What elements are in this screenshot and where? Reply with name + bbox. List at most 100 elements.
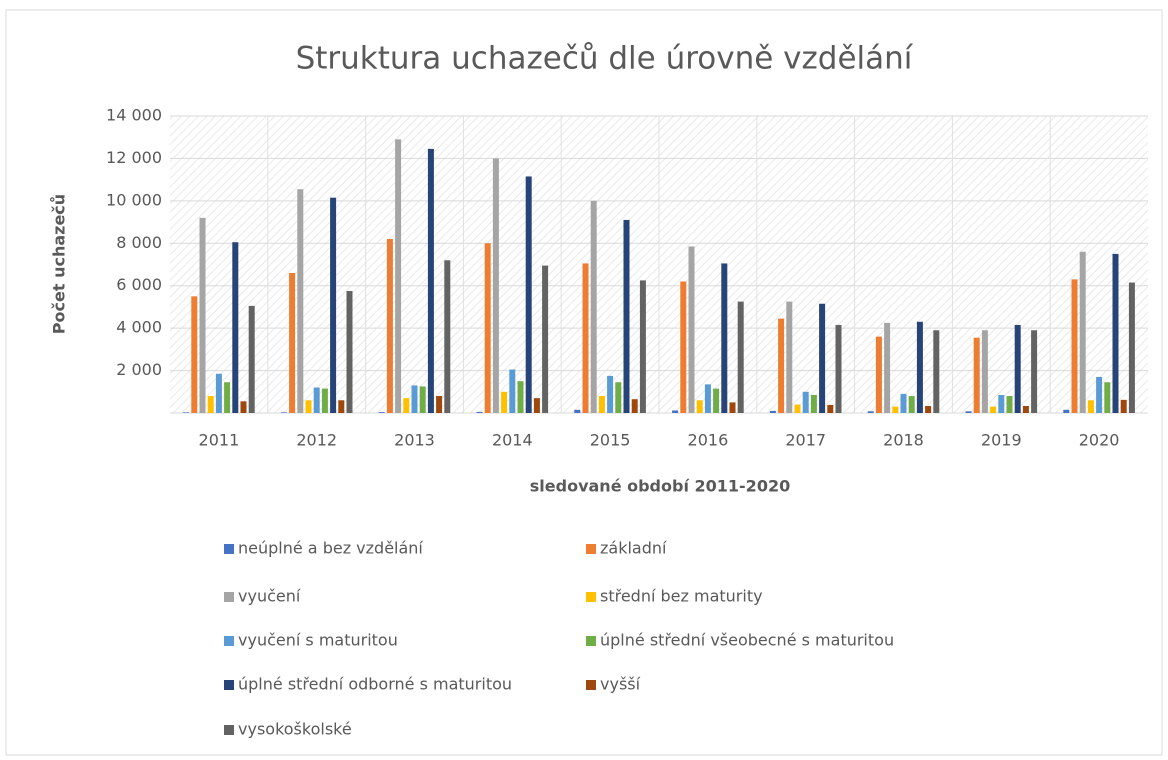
bar (819, 303, 826, 413)
bar (403, 398, 410, 413)
bar (215, 373, 222, 413)
bar (998, 394, 1005, 413)
bar (338, 400, 345, 413)
bar (533, 398, 540, 413)
bar (680, 281, 687, 413)
bar (769, 410, 776, 413)
bar (1014, 324, 1021, 413)
bar (386, 239, 393, 413)
bar (574, 409, 581, 413)
bar (900, 393, 907, 413)
bar (1104, 382, 1111, 413)
bar (330, 197, 337, 413)
bar (590, 200, 597, 413)
x-tick-label: 2013 (394, 431, 435, 450)
bar (721, 263, 728, 413)
bar (973, 337, 980, 413)
bar (542, 265, 549, 413)
legend-label: vyučení (238, 587, 301, 606)
bar (492, 158, 499, 413)
bar (867, 411, 874, 413)
legend-label: neúplné a bez vzdělání (238, 539, 423, 558)
bar (1079, 251, 1086, 413)
bar (639, 280, 646, 413)
legend-marker (224, 725, 234, 735)
legend-label: střední bez maturity (600, 587, 763, 606)
bar (321, 388, 328, 413)
bar (933, 330, 940, 413)
bar (436, 396, 443, 413)
bar (607, 375, 614, 413)
legend-marker (586, 636, 596, 646)
bar (248, 305, 255, 413)
bar (395, 139, 402, 414)
bar (615, 382, 622, 413)
x-tick-label: 2016 (688, 431, 729, 450)
bar (696, 400, 703, 413)
y-tick-label: 12 000 (106, 148, 162, 167)
bar (411, 385, 418, 413)
bar (1022, 405, 1029, 413)
legend-label: úplné střední všeobecné s maturitou (600, 631, 894, 650)
x-tick-label: 2019 (981, 431, 1022, 450)
bar (240, 401, 247, 413)
legend-label: úplné střední odborné s maturitou (238, 675, 512, 694)
bar (1071, 279, 1078, 413)
bar (688, 246, 695, 413)
bar (778, 318, 785, 413)
bar (1031, 330, 1038, 413)
bar (280, 412, 287, 413)
x-tick-label: 2011 (199, 431, 240, 450)
bar (704, 384, 711, 413)
x-tick-label: 2015 (590, 431, 631, 450)
bar (582, 263, 589, 413)
legend-label: základní (600, 539, 667, 558)
x-tick-label: 2014 (492, 431, 533, 450)
x-tick-label: 2012 (296, 431, 337, 450)
bar (631, 399, 638, 413)
bar (598, 396, 605, 413)
bar (965, 411, 972, 413)
y-tick-label: 8 000 (116, 233, 162, 252)
legend-marker (224, 544, 234, 554)
bar (990, 406, 997, 413)
bar (1128, 282, 1135, 413)
bar (183, 412, 190, 413)
bar (305, 400, 312, 413)
y-tick-label: 6 000 (116, 275, 162, 294)
bar (419, 386, 426, 413)
bar (729, 402, 736, 413)
y-tick-label: 10 000 (106, 190, 162, 209)
bar (378, 412, 385, 413)
bar (884, 322, 891, 413)
bar (207, 396, 214, 413)
legend-marker (586, 680, 596, 690)
bar (908, 396, 915, 413)
bar (199, 217, 206, 413)
bar (1096, 376, 1103, 413)
legend-marker (224, 680, 234, 690)
bar (509, 369, 516, 413)
bar (297, 189, 304, 413)
bar (1120, 399, 1127, 413)
bar (916, 321, 923, 413)
bar (346, 291, 353, 413)
bar (289, 272, 296, 413)
bar (623, 219, 630, 413)
bar (313, 387, 320, 413)
bar (875, 336, 882, 413)
y-tick-label: 2 000 (116, 360, 162, 379)
bar (191, 296, 198, 413)
legend-label: vyučení s maturitou (238, 631, 398, 650)
bar (925, 405, 932, 413)
x-tick-label: 2020 (1079, 431, 1120, 450)
legend-label: vyšší (600, 675, 641, 694)
y-axis-label: Počet uchazečů (50, 194, 69, 334)
legend-marker (586, 544, 596, 554)
bar (501, 391, 508, 413)
bar (476, 411, 483, 413)
bar (1087, 400, 1094, 413)
bar (713, 388, 720, 413)
bar (786, 301, 793, 413)
